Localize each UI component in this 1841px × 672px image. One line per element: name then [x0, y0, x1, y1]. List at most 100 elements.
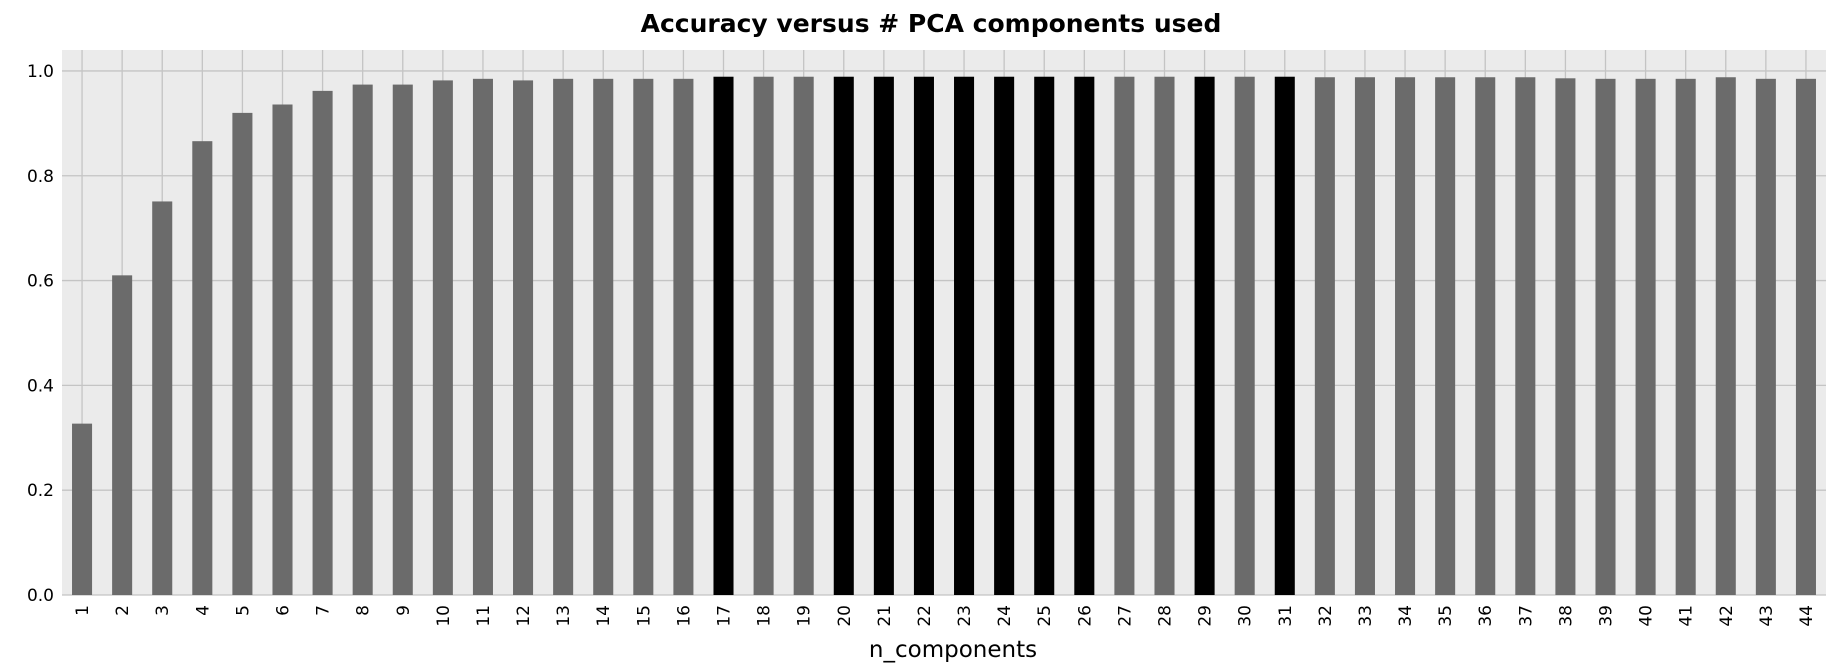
y-tick-label: 0.4 — [27, 376, 54, 396]
x-tick-label: 2 — [113, 605, 133, 616]
x-tick-label: 36 — [1476, 605, 1496, 627]
bar-35 — [1435, 77, 1456, 595]
bar-29 — [1194, 76, 1215, 596]
x-tick-label: 27 — [1115, 605, 1135, 627]
x-tick-label: 25 — [1035, 605, 1055, 627]
x-tick-label: 34 — [1396, 605, 1416, 627]
bar-34 — [1395, 77, 1416, 595]
bar-24 — [994, 76, 1015, 596]
bar-28 — [1154, 76, 1175, 596]
y-tick-label: 0.8 — [27, 167, 54, 187]
chart-title: Accuracy versus # PCA components used — [641, 9, 1222, 38]
bar-36 — [1475, 77, 1496, 595]
x-tick-label: 8 — [354, 605, 374, 616]
bar-5 — [232, 112, 253, 595]
bar-39 — [1595, 78, 1616, 595]
x-tick-label: 33 — [1356, 605, 1376, 627]
bar-42 — [1715, 77, 1736, 595]
bar-2 — [112, 275, 133, 595]
bar-21 — [873, 76, 894, 596]
bar-3 — [152, 201, 173, 595]
bar-37 — [1515, 77, 1536, 595]
y-tick-label: 0.6 — [27, 272, 54, 292]
bar-40 — [1635, 78, 1656, 595]
x-tick-label: 7 — [314, 605, 334, 616]
bar-9 — [392, 84, 413, 595]
x-tick-label: 30 — [1236, 605, 1256, 627]
bar-44 — [1795, 78, 1816, 595]
x-tick-label: 16 — [674, 605, 694, 627]
x-tick-label: 44 — [1797, 605, 1817, 627]
x-tick-label: 15 — [634, 605, 654, 627]
bar-12 — [513, 80, 534, 596]
bar-31 — [1274, 76, 1295, 596]
bar-11 — [472, 78, 493, 595]
x-tick-label: 21 — [875, 605, 895, 627]
x-tick-label: 24 — [995, 605, 1015, 627]
x-tick-label: 39 — [1597, 605, 1617, 627]
x-axis-label: n_components — [869, 637, 1037, 663]
x-tick-label: 35 — [1436, 605, 1456, 627]
bar-17 — [713, 76, 734, 596]
bar-16 — [673, 78, 694, 595]
bar-30 — [1234, 76, 1255, 596]
x-tick-label: 1 — [73, 605, 93, 616]
x-tick-label: 10 — [434, 605, 454, 627]
x-tick-label: 18 — [755, 605, 775, 627]
y-axis-ticks: 0.0 0.2 0.4 0.6 0.8 1.0 — [27, 62, 54, 606]
bar-22 — [913, 76, 934, 596]
bar-15 — [633, 78, 654, 595]
bars — [72, 76, 1816, 596]
bar-38 — [1555, 78, 1576, 595]
bar-18 — [753, 76, 774, 596]
x-tick-label: 26 — [1075, 605, 1095, 627]
x-tick-label: 12 — [514, 605, 534, 627]
x-tick-label: 4 — [193, 605, 213, 616]
bar-7 — [312, 90, 333, 595]
x-axis-ticks: 1 2 3 4 5 6 7 8 9 10 11 12 13 14 15 16 17 18 19 20 21 22 23 24 2… — [73, 605, 1817, 627]
x-tick-label: 40 — [1637, 605, 1657, 627]
bar-1 — [72, 423, 93, 595]
bar-14 — [593, 78, 614, 595]
bar-10 — [432, 80, 453, 596]
x-tick-label: 29 — [1196, 605, 1216, 627]
bar-26 — [1074, 76, 1095, 596]
x-tick-label: 32 — [1316, 605, 1336, 627]
x-tick-label: 3 — [153, 605, 173, 616]
x-tick-label: 37 — [1516, 605, 1536, 627]
x-tick-label: 28 — [1156, 605, 1176, 627]
bar-4 — [192, 141, 213, 596]
bar-6 — [272, 104, 293, 595]
x-tick-label: 5 — [233, 605, 253, 616]
bar-8 — [352, 84, 373, 595]
y-tick-label: 0.2 — [27, 481, 54, 501]
bar-41 — [1675, 78, 1696, 595]
x-tick-label: 11 — [474, 605, 494, 627]
bar-25 — [1034, 76, 1055, 596]
bar-32 — [1314, 77, 1335, 595]
y-tick-label: 1.0 — [27, 62, 54, 82]
bar-33 — [1354, 77, 1375, 595]
bar-20 — [833, 76, 854, 596]
x-tick-label: 14 — [594, 605, 614, 627]
x-tick-label: 31 — [1276, 605, 1296, 627]
bar-19 — [793, 76, 814, 596]
bar-13 — [553, 78, 574, 595]
x-tick-label: 38 — [1556, 605, 1576, 627]
x-tick-label: 43 — [1757, 605, 1777, 627]
bar-27 — [1114, 76, 1135, 596]
x-tick-label: 17 — [715, 605, 735, 627]
x-tick-label: 23 — [955, 605, 975, 627]
x-tick-label: 19 — [795, 605, 815, 627]
y-tick-label: 0.0 — [27, 586, 54, 606]
x-tick-label: 9 — [394, 605, 414, 616]
x-tick-label: 20 — [835, 605, 855, 627]
x-tick-label: 13 — [554, 605, 574, 627]
x-tick-label: 6 — [274, 605, 294, 616]
x-tick-label: 22 — [915, 605, 935, 627]
x-tick-label: 42 — [1717, 605, 1737, 627]
bar-23 — [954, 76, 975, 596]
x-tick-label: 41 — [1677, 605, 1697, 627]
bar-43 — [1755, 78, 1776, 595]
